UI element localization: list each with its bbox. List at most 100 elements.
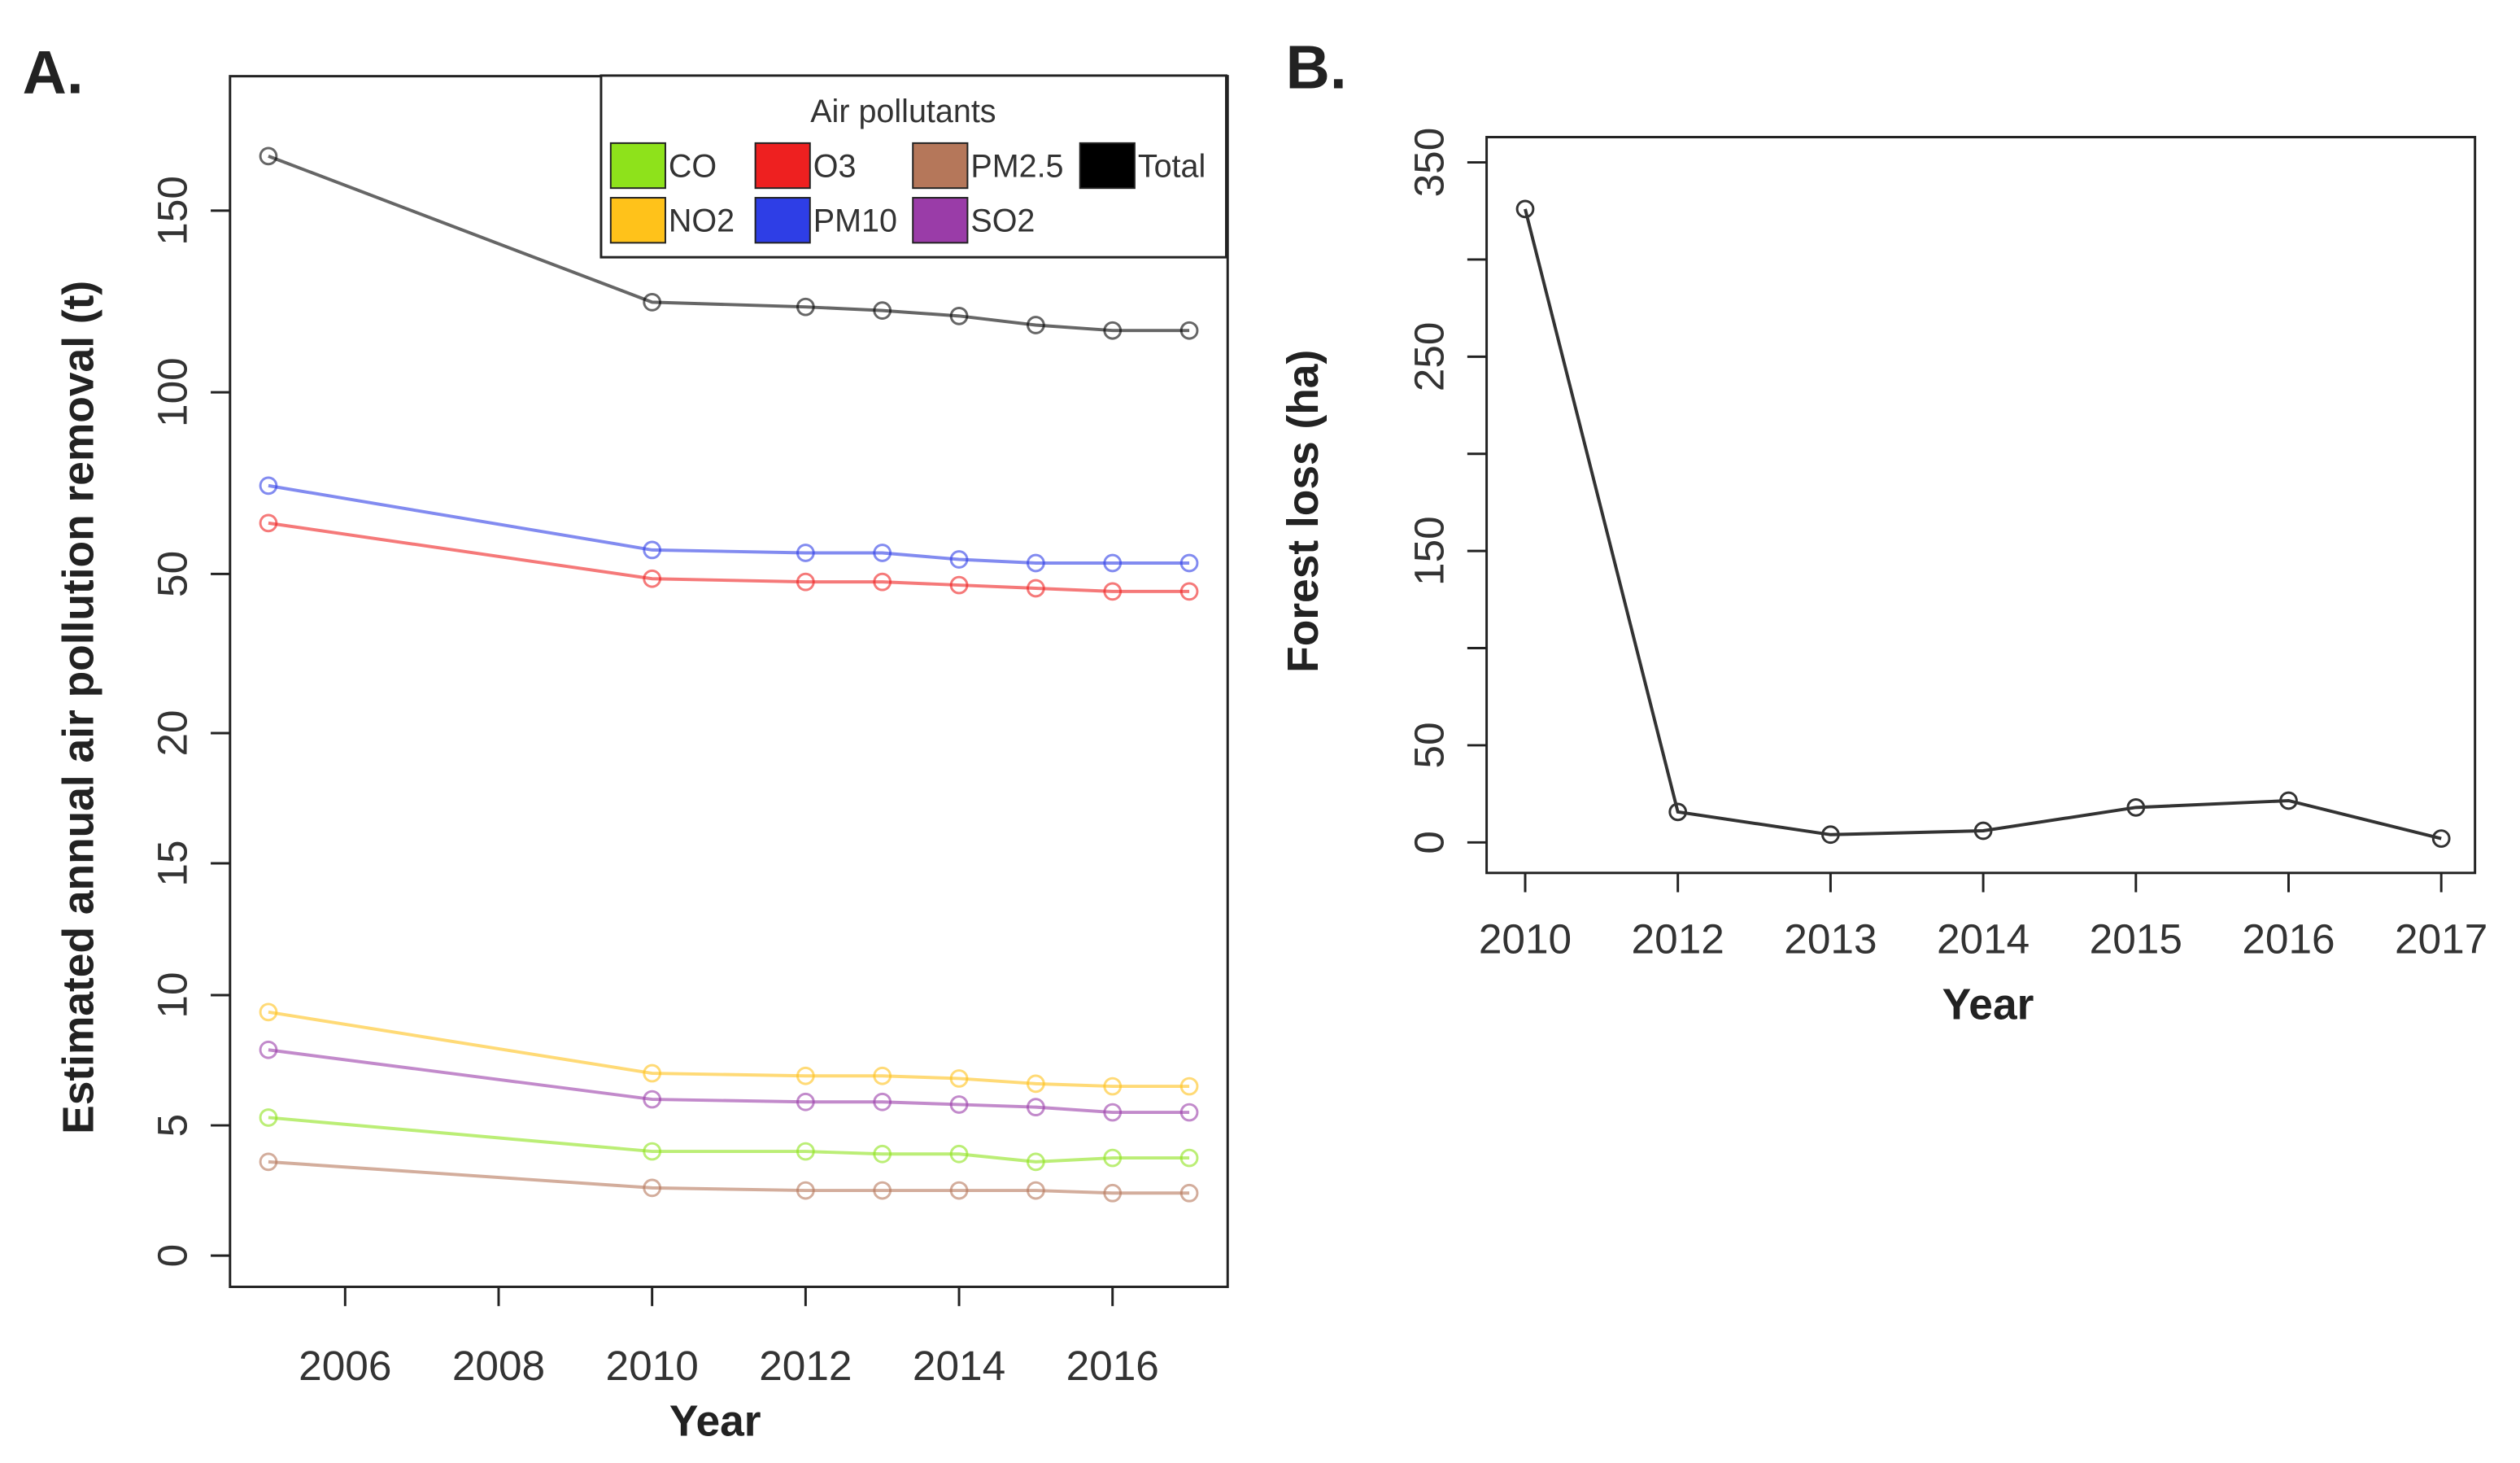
legend-label: SO2 [970, 203, 1035, 239]
data-point [1103, 1103, 1123, 1122]
y-tick-label: 0 [150, 1244, 196, 1268]
data-point [2279, 791, 2298, 810]
x-tick-label: 2017 [2395, 916, 2487, 963]
y-tick-label: 5 [150, 1114, 196, 1138]
data-point [1103, 553, 1123, 573]
data-point [873, 1144, 892, 1164]
data-point [1515, 199, 1535, 219]
data-point [1179, 1077, 1199, 1096]
y-axis-label: Forest loss (ha) [1280, 350, 1328, 673]
data-point [1103, 321, 1123, 340]
x-tick-label: 2016 [2242, 916, 2335, 963]
series-line [268, 1116, 1190, 1164]
series-line [268, 521, 1190, 593]
legend-label: CO [669, 148, 717, 184]
x-tick-label: 2006 [299, 1343, 391, 1389]
data-point [796, 544, 815, 562]
series-line [268, 155, 1190, 333]
x-tick-label: 2012 [759, 1343, 852, 1389]
data-point [643, 293, 662, 312]
data-point [643, 1063, 662, 1083]
data-point [1179, 1148, 1199, 1168]
data-point [259, 146, 278, 166]
y-axis-label: Estimated annual air pollution removal (… [55, 281, 103, 1134]
y-tick-label: 250 [1406, 321, 1452, 391]
legend-swatch [912, 142, 969, 190]
data-point [1179, 1103, 1199, 1122]
data-point [796, 1066, 815, 1085]
y-tick-label: 150 [150, 176, 196, 246]
legend-label: Total [1138, 148, 1206, 184]
data-point [643, 1178, 662, 1198]
data-point [643, 1090, 662, 1109]
data-point [643, 1142, 662, 1161]
data-point [796, 572, 815, 592]
panel-label: A. [23, 38, 84, 107]
data-point [873, 1181, 892, 1200]
x-axis-label: Year [669, 1397, 761, 1445]
data-point [796, 1142, 815, 1161]
plot-frame [1485, 136, 2477, 875]
data-point [949, 550, 969, 569]
legend-swatch [1079, 142, 1136, 190]
x-tick-label: 2012 [1632, 916, 1724, 963]
legend-label: O3 [813, 148, 857, 184]
y-tick-label: 20 [150, 710, 196, 756]
data-point [1179, 1183, 1199, 1203]
data-point [2126, 797, 2146, 817]
data-point [1103, 582, 1123, 601]
y-tick-label: 350 [1406, 128, 1452, 198]
data-point [796, 1092, 815, 1111]
data-point [643, 540, 662, 560]
data-point [259, 476, 278, 496]
data-point [1103, 1183, 1123, 1203]
legend-label: PM10 [813, 203, 897, 239]
data-point [949, 1181, 969, 1200]
data-point [949, 306, 969, 325]
data-point [1027, 1098, 1045, 1117]
y-tick-label: 0 [1406, 831, 1452, 854]
panel-label: B. [1286, 33, 1347, 102]
data-point [1027, 1074, 1045, 1094]
data-point [259, 1108, 278, 1127]
x-tick-label: 2015 [2090, 916, 2182, 963]
x-tick-label: 2014 [1937, 916, 2030, 963]
legend-label: NO2 [669, 203, 735, 239]
series-line [268, 1048, 1190, 1115]
data-point [796, 1181, 815, 1200]
y-tick-label: 150 [1406, 516, 1452, 586]
x-tick-label: 2013 [1784, 916, 1877, 963]
data-point [873, 1092, 892, 1111]
data-point [1027, 1181, 1045, 1200]
legend-label: PM2.5 [970, 148, 1063, 184]
series-line [268, 1159, 1190, 1195]
data-point [259, 1152, 278, 1172]
x-tick-label: 2010 [606, 1343, 699, 1389]
x-tick-label: 2014 [913, 1343, 1005, 1389]
data-point [259, 1002, 278, 1022]
data-point [1027, 1152, 1045, 1172]
data-point [259, 513, 278, 533]
legend-swatch [912, 197, 969, 244]
x-tick-label: 2010 [1479, 916, 1572, 963]
y-tick-label: 50 [150, 551, 196, 597]
x-tick-label: 2016 [1066, 1343, 1159, 1389]
data-point [949, 1144, 969, 1164]
legend-swatch [754, 142, 811, 190]
legend-swatch [754, 197, 811, 244]
data-point [949, 1095, 969, 1114]
data-point [873, 572, 892, 592]
y-tick-label: 15 [150, 840, 196, 886]
x-tick-label: 2008 [452, 1343, 545, 1389]
series-line [1524, 208, 2442, 841]
data-point [1027, 553, 1045, 573]
data-point [1027, 316, 1045, 334]
data-point [1179, 582, 1199, 601]
data-point [1027, 579, 1045, 598]
y-tick-label: 10 [150, 972, 196, 1018]
data-point [259, 1040, 278, 1059]
legend-title: Air pollutants [810, 94, 996, 129]
data-point [1103, 1148, 1123, 1168]
data-point [1179, 321, 1199, 340]
y-tick-label: 100 [150, 357, 196, 427]
